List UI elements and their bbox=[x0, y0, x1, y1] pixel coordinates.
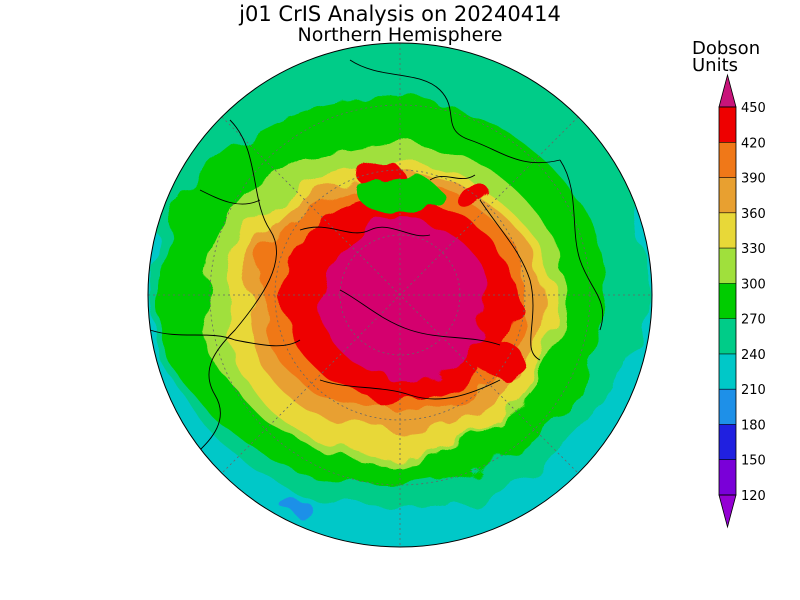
band-180-spot bbox=[286, 502, 314, 518]
colorbar-segment bbox=[719, 248, 736, 284]
band-450 bbox=[320, 222, 490, 378]
colorbar-min-triangle bbox=[718, 494, 737, 529]
colorbar-segment bbox=[719, 142, 736, 178]
colorbar-label: 120 bbox=[741, 489, 766, 504]
colorbar-segment bbox=[719, 212, 736, 249]
graticule bbox=[148, 43, 652, 547]
colorbar-segment bbox=[719, 283, 736, 319]
chart-title: j01 CrIS Analysis on 20240414 bbox=[239, 2, 561, 26]
colorbar-title-line1: Dobson bbox=[692, 38, 761, 59]
chart-subtitle: Northern Hemisphere bbox=[297, 24, 503, 46]
colorbar-segment bbox=[719, 353, 736, 390]
colorbar-segment bbox=[719, 107, 736, 143]
colorbar-segment bbox=[719, 177, 736, 213]
colorbar-label: 360 bbox=[741, 207, 766, 222]
ozone-field bbox=[148, 43, 652, 547]
colorbar-segment bbox=[719, 459, 736, 495]
colorbar-segment bbox=[719, 318, 736, 354]
colorbar-max-triangle bbox=[718, 73, 737, 108]
colorbar-segment bbox=[719, 389, 736, 425]
colorbar-label: 300 bbox=[741, 277, 766, 292]
colorbar-segment bbox=[719, 424, 736, 460]
colorbar-title-line2: Units bbox=[692, 55, 739, 76]
colorbar-label: 240 bbox=[741, 348, 766, 363]
colorbar-label: 450 bbox=[741, 101, 766, 116]
band-420-spot-3 bbox=[475, 344, 525, 376]
colorbar-label: 270 bbox=[741, 313, 766, 328]
map-boundary bbox=[147, 42, 653, 548]
colorbar-label: 390 bbox=[741, 172, 766, 187]
colorbar-title: Dobson Units bbox=[692, 38, 761, 76]
coastlines bbox=[149, 59, 604, 451]
colorbar-label: 150 bbox=[741, 454, 766, 469]
colorbar-label: 180 bbox=[741, 418, 766, 433]
colorbar-label: 330 bbox=[741, 242, 766, 257]
colorbar-label: 210 bbox=[741, 383, 766, 398]
colorbar-label: 420 bbox=[741, 136, 766, 151]
